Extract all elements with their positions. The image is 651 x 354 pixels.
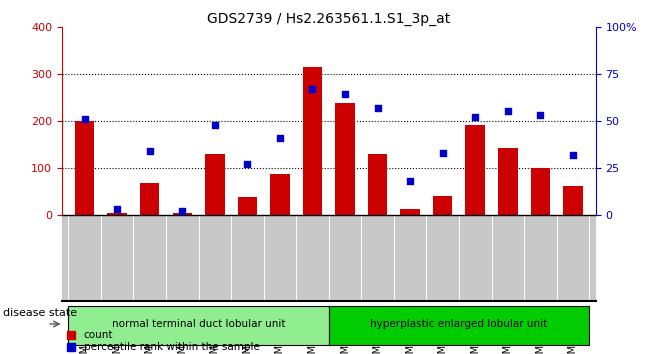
Bar [368, 154, 387, 215]
Point [177, 209, 187, 214]
Bar [531, 168, 550, 215]
Bar [173, 213, 192, 215]
Bar [465, 125, 485, 215]
Point [470, 114, 480, 120]
Text: hyperplastic enlarged lobular unit: hyperplastic enlarged lobular unit [370, 319, 547, 329]
Bar [329, 306, 589, 344]
Point [405, 178, 415, 184]
Bar [107, 213, 127, 215]
Bar [140, 183, 159, 215]
Bar [400, 210, 420, 215]
Point [535, 112, 546, 118]
Point [242, 161, 253, 167]
Title: GDS2739 / Hs2.263561.1.S1_3p_at: GDS2739 / Hs2.263561.1.S1_3p_at [207, 12, 450, 25]
Legend: count, percentile rank within the sample: count, percentile rank within the sample [67, 330, 260, 352]
Point [307, 86, 318, 92]
Point [372, 105, 383, 110]
Bar [75, 121, 94, 215]
Bar [433, 196, 452, 215]
Point [568, 152, 578, 158]
Bar [238, 197, 257, 215]
Bar [68, 306, 329, 344]
Bar [498, 148, 518, 215]
Point [79, 116, 90, 122]
Point [112, 207, 122, 212]
Text: disease state: disease state [3, 308, 77, 318]
Point [145, 148, 155, 154]
Point [503, 109, 513, 114]
Point [340, 92, 350, 97]
Bar [335, 103, 355, 215]
Bar [270, 173, 290, 215]
Bar [205, 154, 225, 215]
Bar [563, 186, 583, 215]
Text: normal terminal duct lobular unit: normal terminal duct lobular unit [112, 319, 285, 329]
Bar [303, 67, 322, 215]
Point [437, 150, 448, 156]
Point [275, 135, 285, 141]
Point [210, 122, 220, 127]
